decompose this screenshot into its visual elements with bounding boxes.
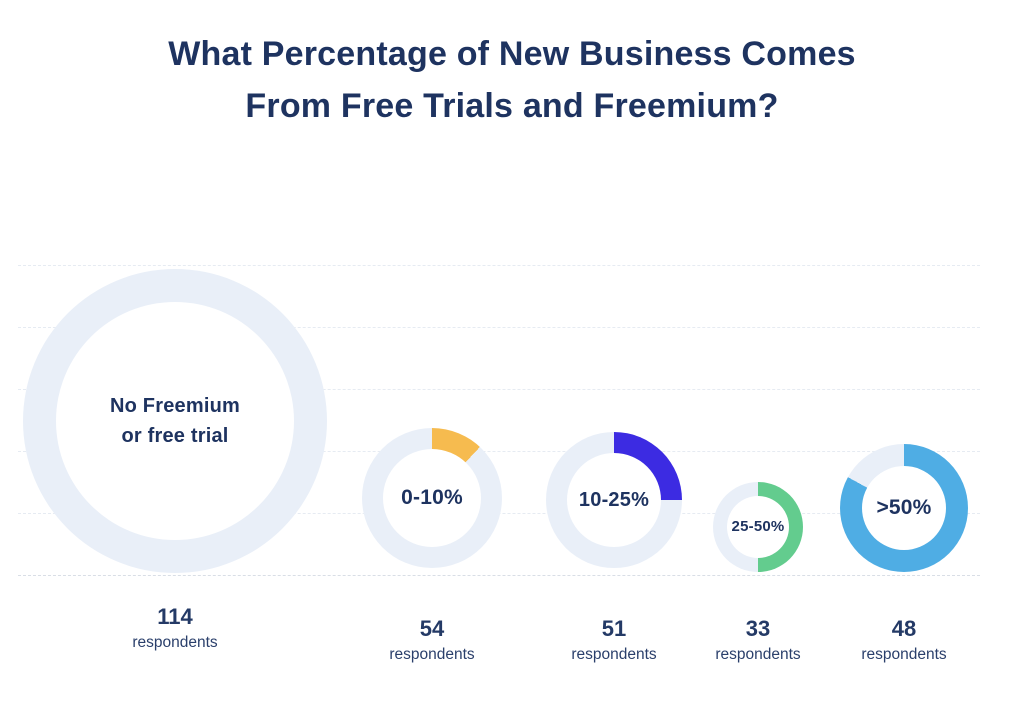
gridline bbox=[18, 575, 980, 576]
respondent-count: 51 bbox=[601, 616, 627, 641]
donut-label-text: or free trial bbox=[121, 425, 229, 447]
donut-10-25: 10-25% bbox=[546, 432, 682, 568]
donut-0-10-label: 0-10% bbox=[383, 449, 481, 547]
gridline bbox=[18, 451, 980, 452]
respondent-count: 54 bbox=[419, 616, 445, 641]
gridline bbox=[18, 389, 980, 390]
donut-label-text: No Freemium bbox=[109, 395, 240, 417]
respondent-suffix: respondents bbox=[389, 646, 475, 663]
donut-label-text: 25-50% bbox=[731, 517, 785, 535]
gridline bbox=[18, 327, 980, 328]
respondent-suffix: respondents bbox=[571, 646, 657, 663]
gridline bbox=[18, 265, 980, 266]
donut-no-freemium-label: No Freemium or free trial bbox=[56, 302, 294, 540]
respondent-count: 33 bbox=[745, 616, 771, 641]
count-label-10-25: 51 respondents bbox=[514, 616, 714, 668]
respondent-count: 48 bbox=[891, 616, 917, 641]
donut-label-text: 0-10% bbox=[401, 486, 463, 510]
donut-10-25-label: 10-25% bbox=[567, 453, 661, 547]
donut-over-50: >50% bbox=[840, 444, 968, 572]
count-label-0-10: 54 respondents bbox=[332, 616, 532, 668]
chart-title: What Percentage of New Business Comes Fr… bbox=[0, 28, 1024, 132]
donut-label-text: >50% bbox=[876, 496, 932, 520]
respondent-count: 114 bbox=[157, 604, 193, 629]
donut-25-50: 25-50% bbox=[713, 482, 803, 572]
respondent-suffix: respondents bbox=[861, 646, 947, 663]
donut-over-50-label: >50% bbox=[862, 466, 946, 550]
donut-0-10: 0-10% bbox=[362, 428, 502, 568]
count-label-no-freemium: 114 respondents bbox=[75, 604, 275, 656]
chart-title-line2: From Free Trials and Freemium? bbox=[245, 87, 779, 125]
donut-no-freemium: No Freemium or free trial bbox=[23, 269, 327, 573]
donut-25-50-label: 25-50% bbox=[727, 496, 789, 558]
count-label-over-50: 48 respondents bbox=[804, 616, 1004, 668]
count-label-25-50: 33 respondents bbox=[658, 616, 858, 668]
respondent-suffix: respondents bbox=[715, 646, 801, 663]
respondent-suffix: respondents bbox=[132, 634, 218, 651]
chart-title-line1: What Percentage of New Business Comes bbox=[168, 35, 856, 73]
donut-label-text: 10-25% bbox=[578, 489, 650, 511]
